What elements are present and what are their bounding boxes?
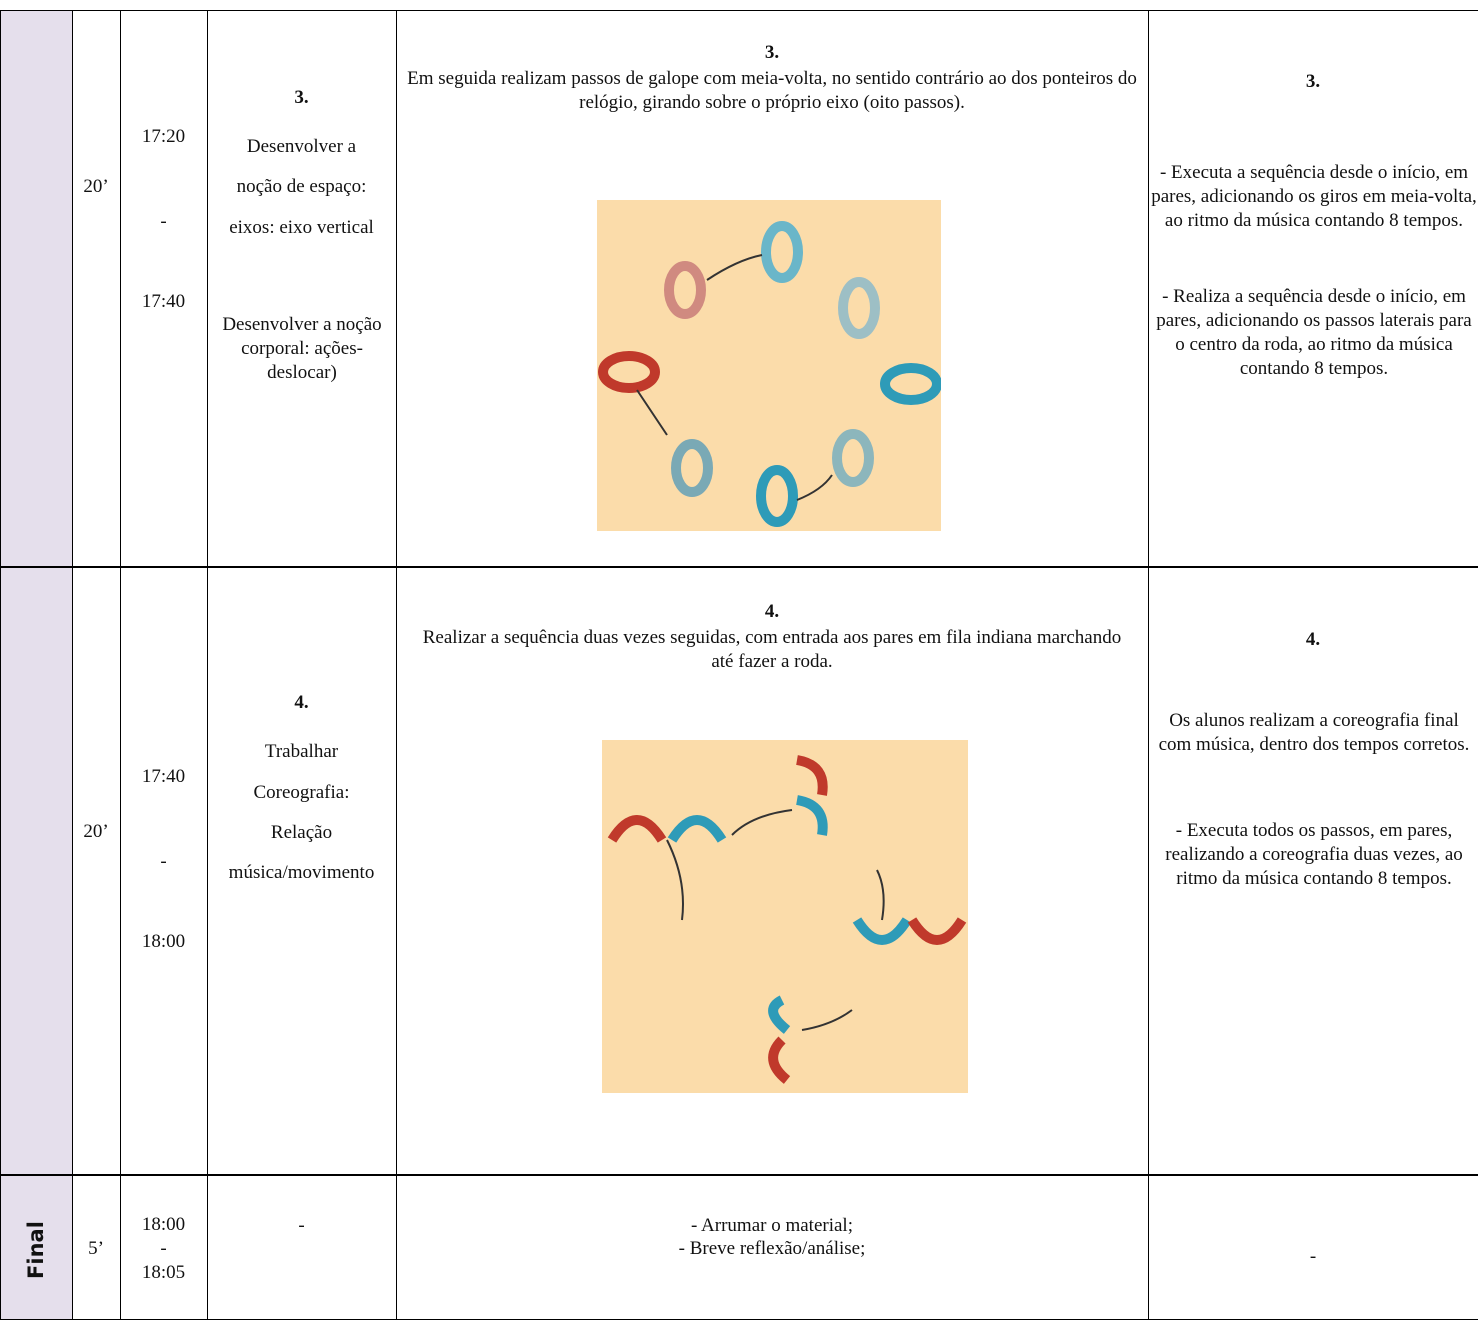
phase-label: Final — [24, 1221, 48, 1279]
description-text: Em seguida realizam passos de galope com… — [407, 68, 1137, 113]
description-line: - Breve reflexão/análise; — [678, 1238, 866, 1259]
grid — [120, 10, 208, 1320]
time: 18:00 — [141, 1214, 186, 1235]
time: - — [160, 211, 167, 232]
objective-line: Desenvolver a — [246, 136, 357, 157]
objective-line: eixos: eixo vertical — [229, 217, 374, 238]
objective-text: - — [298, 1215, 305, 1236]
row-line — [0, 566, 1478, 568]
time: - — [160, 1238, 167, 1259]
duration: 5’ — [88, 1238, 104, 1259]
objective-number: 3. — [294, 87, 309, 108]
duration: 20’ — [83, 176, 109, 197]
time: 17:20 — [141, 126, 186, 147]
time: 18:05 — [141, 1262, 186, 1283]
phase-cell — [0, 10, 73, 1320]
evaluation-paragraph: - Executa todos os passos, em pares, rea… — [1165, 820, 1463, 889]
time: 17:40 — [141, 766, 186, 787]
objective-extra: Desenvolver a noção corporal: ações-desl… — [222, 314, 382, 383]
evaluation-text: - — [1309, 1246, 1317, 1267]
objective-line: Coreografia: — [253, 782, 350, 803]
objective-line: Trabalhar — [264, 741, 339, 762]
row-line — [0, 1174, 1478, 1176]
evaluation-number: 3. — [1305, 71, 1321, 92]
evaluation-paragraph: - Executa a sequência desde o início, em… — [1151, 162, 1477, 231]
objective-line: noção de espaço: — [236, 176, 367, 197]
objective-line: música/movimento — [228, 862, 375, 883]
description-text: Realizar a sequência duas vezes seguidas… — [422, 627, 1122, 672]
time: 18:00 — [141, 931, 186, 952]
description-line: - Arrumar o material; — [691, 1215, 853, 1236]
evaluation-paragraph: - Realiza a sequência desde o início, em… — [1156, 286, 1472, 379]
evaluation-paragraph: Os alunos realizam a coreografia final c… — [1158, 710, 1470, 755]
objective-line: Relação — [270, 822, 333, 843]
grid — [72, 10, 121, 1320]
illustration — [602, 740, 968, 1093]
illustration — [597, 200, 941, 531]
time: 17:40 — [141, 291, 186, 312]
duration: 20’ — [83, 821, 109, 842]
evaluation-number: 4. — [1305, 629, 1321, 650]
grid — [207, 10, 397, 1320]
time: - — [160, 851, 167, 872]
objective-number: 4. — [294, 692, 309, 713]
description-number: 4. — [764, 601, 780, 622]
description-number: 3. — [764, 42, 780, 63]
